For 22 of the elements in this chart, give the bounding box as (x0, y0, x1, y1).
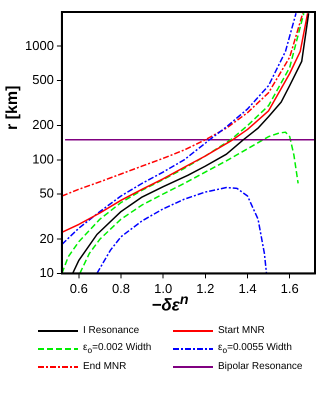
legend-label: Start MNR (218, 325, 265, 336)
y-tick-label: 50 (39, 186, 54, 201)
x-tick-label: 0.8 (112, 280, 130, 296)
y-tick-label: 500 (32, 72, 54, 87)
x-tick-label: 1.6 (280, 280, 299, 296)
line-series (96, 186, 268, 274)
y-axis-title: r [km] (4, 86, 22, 130)
legend-label: End MNR (83, 361, 126, 372)
y-tick-label: 20 (39, 230, 54, 246)
y-tick-label: 1000 (25, 38, 54, 53)
x-tick-label: 0.6 (70, 280, 88, 296)
y-tick-label: 100 (32, 151, 54, 166)
line-series (79, 131, 299, 274)
legend-label: ε$_{o}$=0.0055 Width (218, 342, 292, 355)
legend-label: I Resonance (83, 325, 140, 336)
x-tick-label: 1.4 (238, 280, 257, 296)
legend-label: Bipolar Resonance (218, 361, 302, 372)
x-tick-label: 1.2 (196, 280, 214, 296)
y-tick-label: 200 (32, 117, 54, 132)
legend-label: ε$_{o}$=0.002 Width (83, 342, 152, 355)
y-tick-label: 10 (39, 264, 54, 280)
line-series (62, 12, 304, 197)
